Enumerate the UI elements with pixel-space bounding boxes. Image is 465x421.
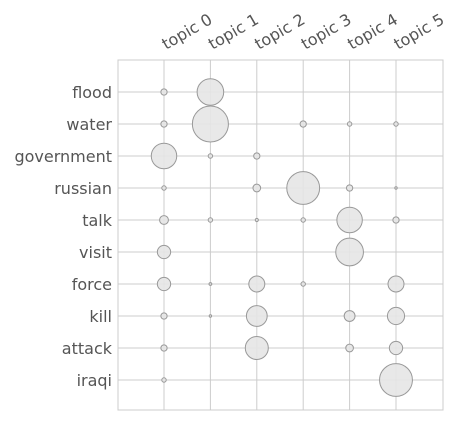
bubble-force-topic-0: [156, 276, 172, 292]
bubble-kill-topic-1: [208, 314, 213, 318]
bubble-force-topic-3: [300, 281, 306, 287]
x-tick-label-topic-5: topic 5: [391, 10, 448, 54]
bubble-water-topic-4: [346, 121, 353, 127]
bubble-iraqi-topic-5: [379, 363, 413, 397]
bubble-attack-topic-2: [244, 335, 269, 361]
x-tick-label-topic-1: topic 1: [205, 10, 262, 54]
bubble-flood-topic-0: [160, 88, 168, 96]
y-tick-label-force: force: [72, 275, 112, 294]
bubble-visit-topic-4: [335, 237, 364, 267]
x-tick-label-topic-4: topic 4: [344, 10, 401, 54]
y-tick-labels: flood water government russian talk visit forc…: [14, 83, 112, 390]
grid: [118, 60, 443, 410]
bubble-russian-topic-5: [394, 186, 398, 190]
bubble-talk-topic-4: [336, 206, 363, 234]
bubble-kill-topic-2: [245, 305, 268, 327]
y-tick-label-government: government: [14, 147, 112, 166]
bubble-government-topic-0: [150, 142, 178, 170]
bubble-iraqi-topic-0: [161, 377, 167, 383]
bubble-water-topic-1: [191, 105, 229, 143]
bubble-russian-topic-2: [252, 183, 262, 193]
y-tick-label-iraqi: iraqi: [77, 371, 112, 390]
bubble-attack-topic-0: [160, 344, 168, 352]
x-tick-label-topic-0: topic 0: [159, 10, 216, 54]
bubble-talk-topic-5: [392, 216, 400, 224]
bubble-talk-topic-2: [254, 217, 259, 223]
y-tick-label-talk: talk: [82, 211, 113, 230]
bubble-water-topic-3: [299, 120, 307, 128]
bubble-russian-topic-0: [161, 185, 167, 191]
bubble-visit-topic-0: [156, 244, 172, 260]
bubble-water-topic-0: [160, 120, 168, 128]
y-tick-label-visit: visit: [79, 243, 112, 262]
bubble-russian-topic-4: [345, 184, 354, 192]
bubble-talk-topic-0: [159, 215, 169, 225]
bubble-government-topic-1: [207, 153, 214, 159]
y-tick-label-russian: russian: [54, 179, 112, 198]
plot-frame: [117, 59, 444, 411]
y-tick-label-water: water: [66, 115, 112, 134]
bubble-force-topic-5: [387, 275, 405, 293]
y-tick-label-flood: flood: [72, 83, 112, 102]
bubble-kill-topic-4: [343, 310, 356, 322]
bubble-force-topic-2: [248, 275, 266, 293]
x-tick-label-topic-2: topic 2: [251, 10, 308, 54]
bubble-talk-topic-1: [207, 217, 214, 223]
bubble-talk-topic-3: [300, 217, 306, 223]
bubble-kill-topic-0: [160, 312, 168, 320]
bubble-attack-topic-5: [388, 340, 404, 356]
bubble-kill-topic-5: [386, 306, 406, 326]
bubble-russian-topic-3: [286, 171, 321, 205]
x-tick-label-topic-3: topic 3: [298, 10, 355, 54]
y-tick-label-kill: kill: [89, 307, 112, 326]
bubble-force-topic-1: [208, 282, 213, 286]
bubbles: [150, 78, 413, 397]
bubble-water-topic-5: [393, 121, 399, 127]
bubble-flood-topic-1: [196, 78, 225, 106]
bubble-government-topic-2: [253, 152, 261, 160]
bubble-attack-topic-4: [345, 343, 354, 353]
y-tick-label-attack: attack: [62, 339, 113, 358]
